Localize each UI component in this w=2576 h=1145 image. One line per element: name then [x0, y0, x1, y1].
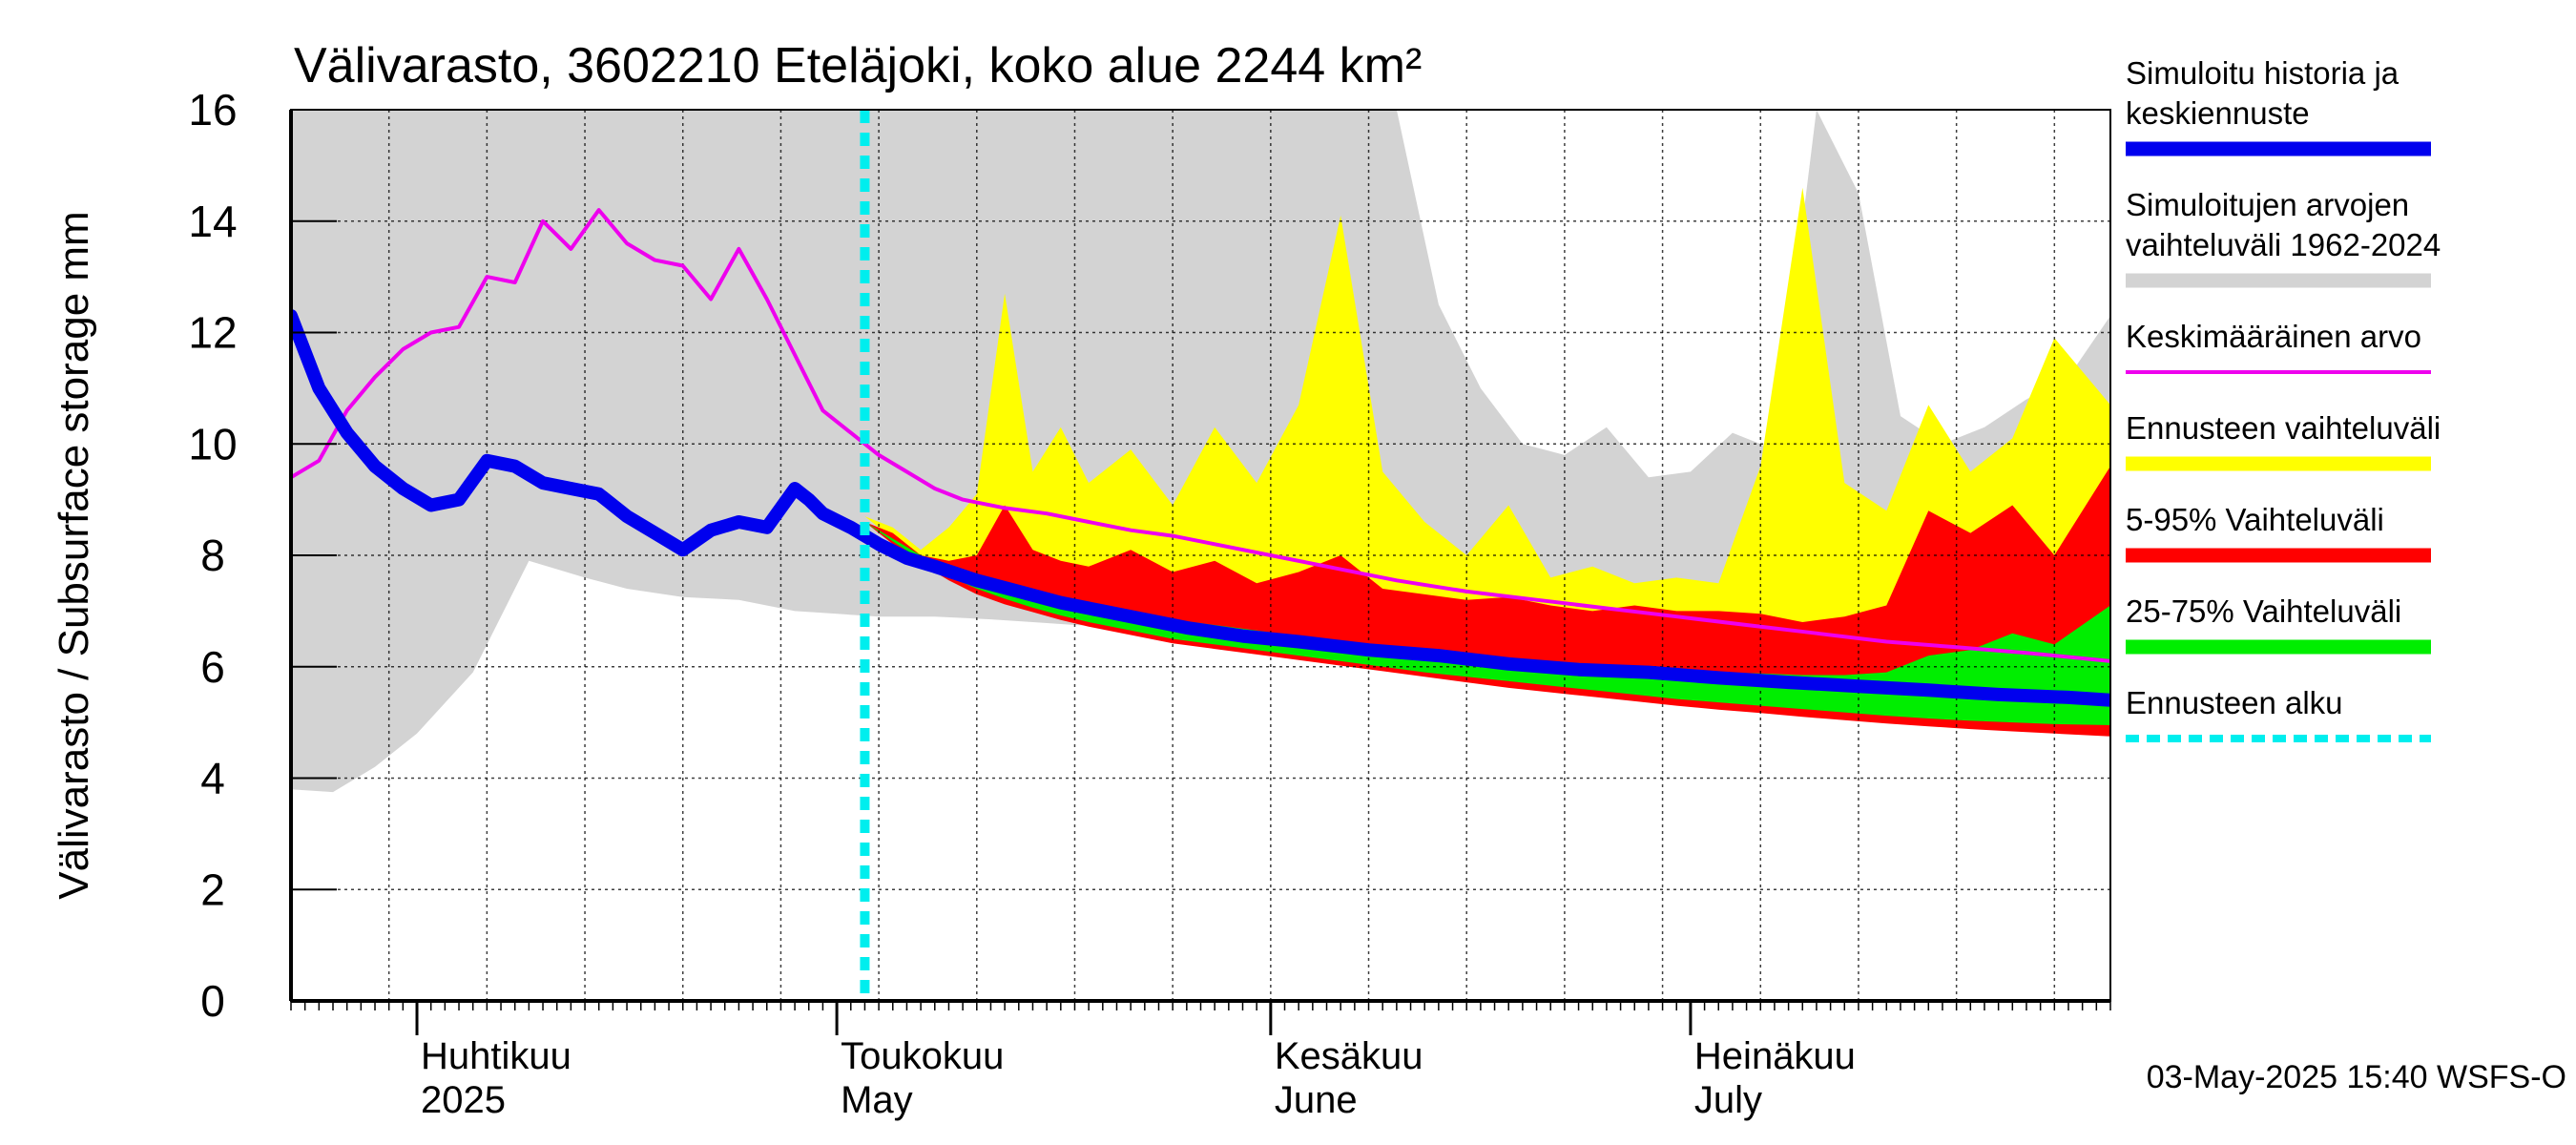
legend-item-range-5-95: 5-95% Vaihteluväli — [2126, 502, 2431, 563]
simulated-line — [291, 309, 2110, 707]
footer-timestamp: 03-May-2025 15:40 WSFS-O — [2147, 1059, 2566, 1095]
data-lines — [291, 110, 2110, 1001]
y-tick-label: 8 — [200, 531, 225, 580]
x-month-sublabel: June — [1275, 1079, 1358, 1121]
legend-item-forecast-start: Ennusteen alku — [2126, 685, 2431, 742]
legend-item-forecast-range: Ennusteen vaihteluväli — [2126, 410, 2441, 471]
x-month-sublabel: 2025 — [421, 1079, 506, 1121]
legend-label: 5-95% Vaihteluväli — [2126, 502, 2384, 537]
x-month-label: Kesäkuu — [1275, 1035, 1423, 1077]
grid-lines — [291, 110, 2110, 1001]
y-tick-label: 2 — [200, 864, 225, 914]
chart-title: Välivarasto, 3602210 Eteläjoki, koko alu… — [294, 38, 1422, 94]
data-areas — [291, 110, 2110, 793]
legend-item-simulated: Simuloitu historia ja keskiennuste — [2126, 55, 2431, 156]
legend-item-mean: Keskimääräinen arvo — [2126, 319, 2431, 374]
legend-item-range-25-75: 25-75% Vaihteluväli — [2126, 593, 2431, 655]
x-month-sublabel: May — [841, 1079, 913, 1121]
y-tick-label: 6 — [200, 642, 225, 692]
range-25-75-area — [864, 522, 2110, 725]
y-tick-label: 10 — [188, 419, 237, 468]
legend-label: 25-75% Vaihteluväli — [2126, 593, 2401, 629]
legend-label: Ennusteen alku — [2126, 685, 2343, 720]
y-tick-label: 14 — [188, 197, 237, 246]
y-tick-label: 0 — [200, 976, 225, 1026]
legend-label: Simuloitujen arvojen — [2126, 187, 2409, 222]
legend: Simuloitu historia jakeskiennusteSimuloi… — [2126, 55, 2441, 742]
y-tick-label: 12 — [188, 308, 237, 358]
x-month-label: Toukokuu — [841, 1035, 1004, 1077]
y-tick-label: 4 — [200, 754, 225, 803]
y-axis-label: Välivarasto / Subsurface storage mm — [51, 211, 97, 899]
legend-label: Simuloitu historia ja — [2126, 55, 2399, 91]
x-month-label: Huhtikuu — [421, 1035, 571, 1077]
x-month-label: Heinäkuu — [1694, 1035, 1856, 1077]
legend-label: Ennusteen vaihteluväli — [2126, 410, 2441, 446]
legend-label: keskiennuste — [2126, 95, 2310, 131]
y-axis-ticks: 0 2 4 6 8 10 12 14 16 — [188, 85, 337, 1026]
range-5-95-area — [864, 466, 2110, 737]
y-tick-label: 16 — [188, 85, 237, 135]
legend-label: vaihteluväli 1962-2024 — [2126, 227, 2441, 262]
x-month-sublabel: July — [1694, 1079, 1762, 1121]
legend-item-historical-range: Simuloitujen arvojen vaihteluväli 1962-20… — [2126, 187, 2441, 288]
legend-label: Keskimääräinen arvo — [2126, 319, 2421, 354]
mean-line — [291, 208, 2110, 663]
